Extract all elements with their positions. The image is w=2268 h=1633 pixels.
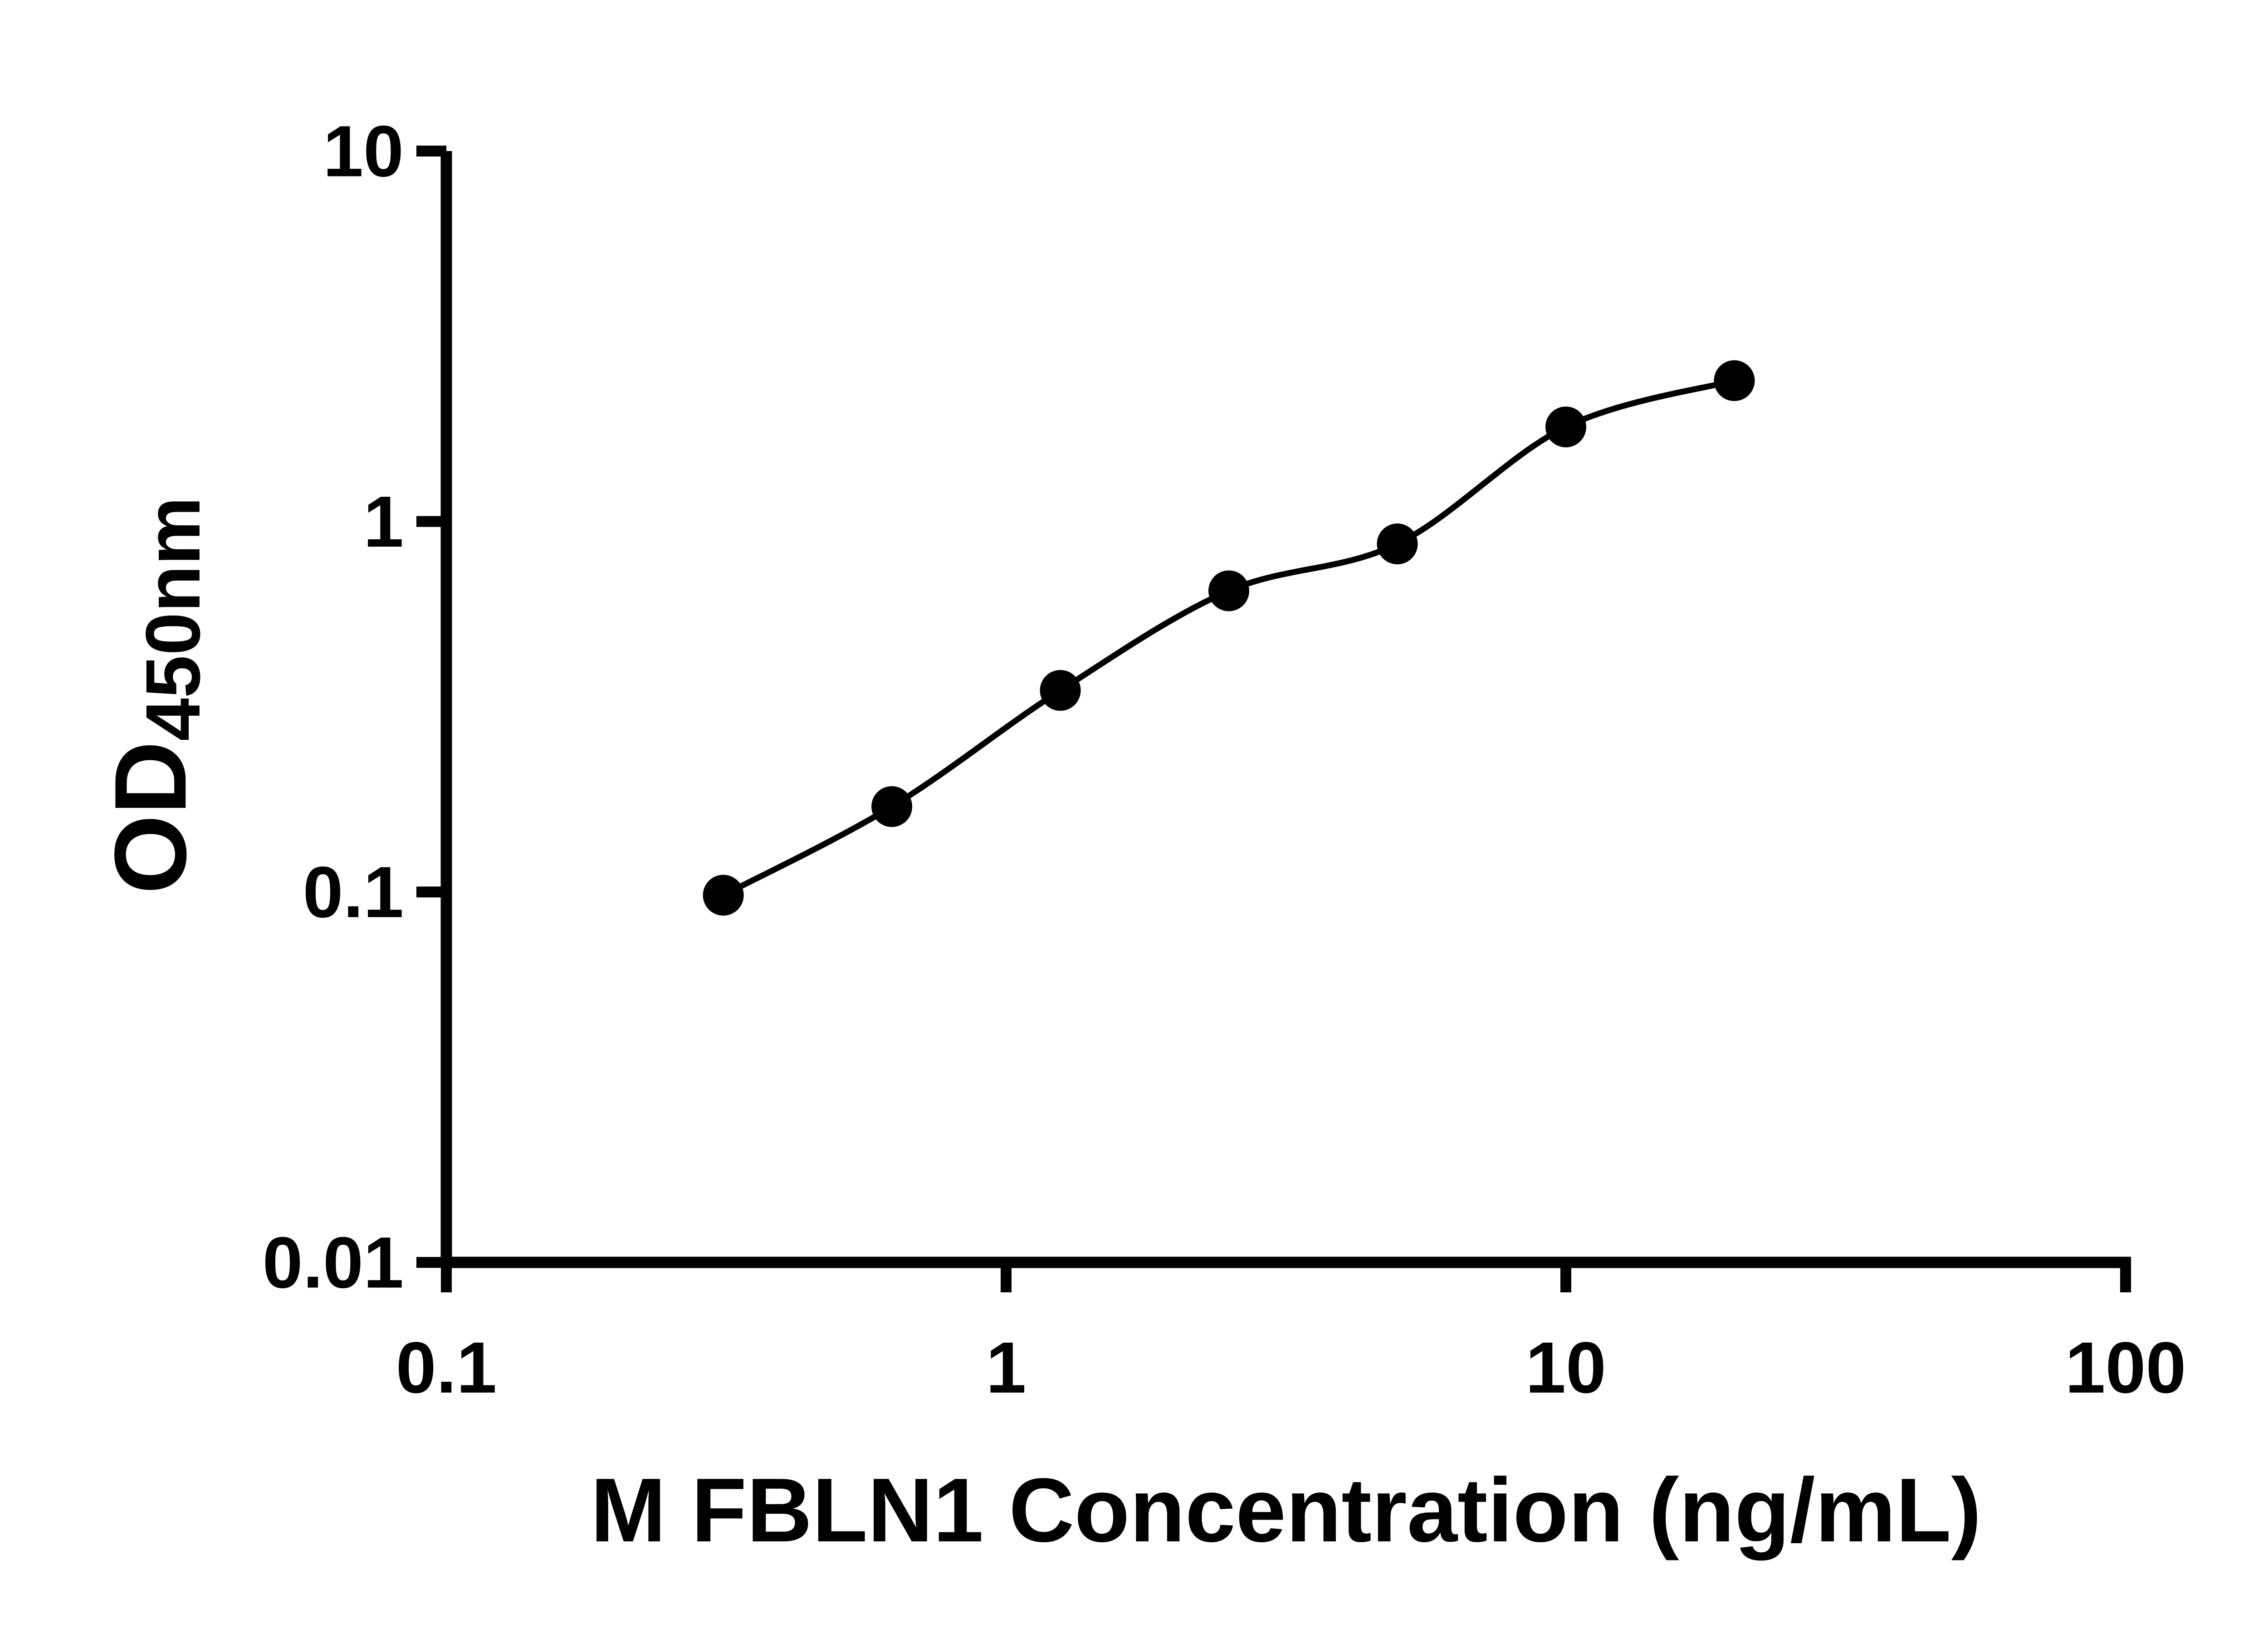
x-tick-label-3: 100 (2065, 1327, 2186, 1408)
y-tick-label-0: 0.01 (263, 1222, 404, 1303)
y-axis-title-sub: 450nm (130, 496, 216, 741)
axis-spine (440, 151, 2131, 1268)
data-point-6 (1714, 360, 1755, 401)
x-tick-label-2: 10 (1525, 1327, 1606, 1408)
y-tick-label-2: 1 (363, 481, 404, 562)
x-tick-label-1: 1 (986, 1327, 1026, 1408)
data-point-0 (703, 875, 744, 916)
x-tick-label-0: 0.1 (396, 1327, 497, 1408)
y-tick-label-1: 0.1 (303, 851, 404, 933)
data-point-1 (871, 786, 913, 827)
y-axis-title: OD450nm (93, 497, 216, 894)
data-point-3 (1208, 570, 1250, 611)
data-point-5 (1545, 406, 1586, 448)
y-axis-title-main: OD (93, 741, 208, 895)
x-axis-title: M FBLN1 Concentration (ng/mL) (590, 1460, 1982, 1561)
y-tick-label-3: 10 (323, 111, 404, 192)
data-point-2 (1040, 670, 1081, 711)
data-point-4 (1377, 523, 1418, 565)
